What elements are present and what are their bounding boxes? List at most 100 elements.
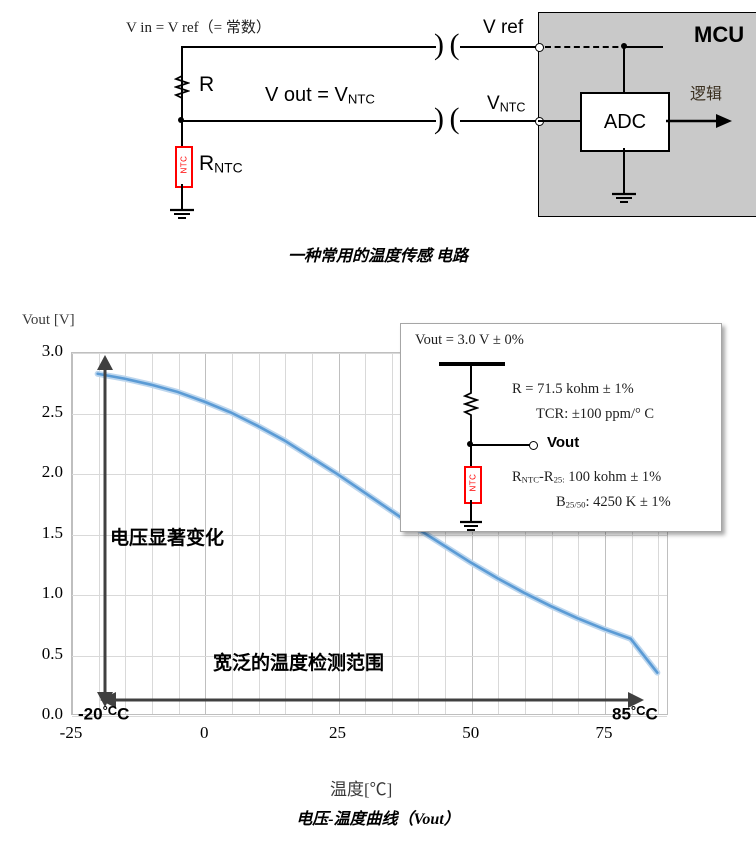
gridline-vertical (525, 353, 527, 714)
rntc-label-sub: NTC (214, 159, 243, 176)
supply-rail (439, 362, 505, 366)
resistor-r-symbol (174, 72, 190, 106)
x-axis-title: 温度[℃] (330, 780, 393, 799)
chart-caption: 电压-温度曲线（Vout） (296, 811, 460, 828)
y-tick-label: 1.5 (41, 522, 63, 542)
gridline-horizontal (72, 595, 667, 596)
infobox-b-prefix: B (556, 494, 566, 510)
range-low-value: -20 (78, 704, 103, 724)
x-tick-label: 25 (329, 723, 347, 742)
vref-dashed-line (545, 45, 628, 48)
vntc-pin-sub: NTC (499, 100, 526, 115)
x-tick-label: 0 (200, 723, 209, 742)
ground-symbol-mcu (612, 192, 636, 203)
vout-label: V out = VNTC (265, 84, 375, 107)
temperature-range-note: 宽泛的温度检测范围 (213, 653, 385, 674)
gridline-vertical (205, 353, 207, 714)
gridline-vertical (72, 353, 73, 714)
gridline-vertical (338, 353, 340, 714)
range-low-label: -20°CC (78, 703, 130, 724)
rntc-label-main: R (199, 152, 215, 175)
y-tick-label: 0.5 (41, 643, 63, 663)
range-high-label: 85°CC (612, 703, 658, 724)
y-axis-title: Vout [V] (22, 312, 75, 329)
ground-symbol-left (170, 208, 194, 219)
gridline-vertical (311, 353, 313, 714)
x-tick-label: 75 (595, 723, 613, 742)
infobox-rntc-line: RNTC-R25: 100 kohm ± 1% (512, 469, 661, 486)
adc-ground-lead (623, 148, 625, 194)
vntc-pin-label: VNTC (487, 93, 525, 115)
gridline-vertical (391, 353, 393, 714)
y-tick-label: 3.0 (41, 341, 63, 360)
gridline-vertical (631, 353, 633, 714)
range-high-value: 85 (612, 704, 631, 724)
gridline-vertical (365, 353, 367, 714)
gridline-vertical (498, 353, 500, 714)
infobox-ntc-symbol-text: NTC (468, 473, 478, 492)
rntc-label: RNTC (199, 152, 243, 176)
vref-inner-wire (625, 46, 663, 48)
range-low-unit: °C (102, 703, 118, 718)
vout-wire-left (181, 120, 436, 122)
infobox-mid-lead (470, 420, 472, 444)
infobox-vout-wire (470, 444, 530, 446)
y-tick-label: 2.5 (41, 401, 63, 421)
infobox-top-lead (470, 364, 472, 390)
ntc-resistor-symbol: NTC (175, 146, 193, 188)
gridline-vertical (551, 353, 553, 714)
infobox-rntc-dash: - (539, 469, 544, 485)
range-high-unit: °C (630, 703, 646, 718)
r-to-node-wire (181, 104, 183, 124)
vref-break-symbol: ) ( (434, 28, 460, 61)
y-tick-label: 1.0 (41, 583, 63, 602)
infobox-rntc-sub1: NTC (521, 474, 540, 485)
infobox-b-line: B25/50: 4250 K ± 1% (556, 494, 671, 511)
vref-wire-right (460, 46, 539, 48)
gridline-vertical (258, 353, 260, 714)
logic-output-arrow (666, 114, 732, 128)
vout-break-symbol: ) ( (434, 102, 460, 135)
voltage-change-note: 电压显著变化 (110, 528, 225, 549)
resistor-r-label: R (199, 73, 215, 96)
infobox-ntc-lower-lead (470, 500, 472, 522)
gridline-vertical (418, 353, 420, 714)
vout-wire-right (460, 120, 539, 122)
mcu-label: MCU (694, 22, 745, 47)
infobox-b-value: : 4250 K ± 1% (585, 494, 671, 510)
gridline-horizontal (72, 716, 667, 717)
infobox-header: Vout = 3.0 V ± 0% (415, 332, 524, 348)
vref-pin-node (535, 43, 544, 52)
vin-label: V in = V ref（= 常数） (126, 20, 271, 36)
gridline-horizontal (72, 413, 667, 415)
vout-label-sub: NTC (347, 91, 375, 107)
vref-pin-label: V ref (483, 17, 524, 38)
vntc-pin-main: V (487, 93, 500, 114)
gridline-vertical (658, 353, 660, 714)
gridline-vertical (578, 353, 580, 714)
gridline-vertical (285, 353, 287, 714)
adc-block: ADC (580, 92, 670, 152)
x-tick-label: -25 (59, 723, 83, 742)
infobox-tcr-line: TCR: ±100 ppm/° C (536, 406, 655, 422)
infobox-r-line: R = 71.5 kohm ± 1% (512, 381, 634, 397)
vout-curve-line (96, 372, 659, 674)
gridline-horizontal (72, 534, 667, 536)
ntc-upper-lead (181, 120, 183, 146)
infobox-rntc-r25-sub: 25: (553, 474, 565, 485)
infobox-rntc-prefix: R (512, 469, 522, 485)
circuit-caption: 一种常用的温度传感 电路 (287, 248, 468, 265)
gridline-vertical (231, 353, 233, 714)
gridline-vertical (445, 353, 447, 714)
gridline-horizontal (72, 474, 667, 475)
adc-top-lead (623, 46, 625, 92)
gridline-vertical (178, 353, 180, 714)
infobox-ntc-upper-lead (470, 444, 472, 466)
infobox-b-sub: 25/50 (565, 499, 586, 510)
y-tick-label: 0.0 (41, 704, 63, 723)
sensing-circuit-diagram: ) ( R V in = V ref（= 常数） ) ( V out = VNT… (0, 0, 756, 265)
infobox-rntc-r25: R (543, 469, 554, 485)
temperature-range-arrow (100, 692, 644, 708)
ntc-lower-lead (181, 184, 183, 210)
